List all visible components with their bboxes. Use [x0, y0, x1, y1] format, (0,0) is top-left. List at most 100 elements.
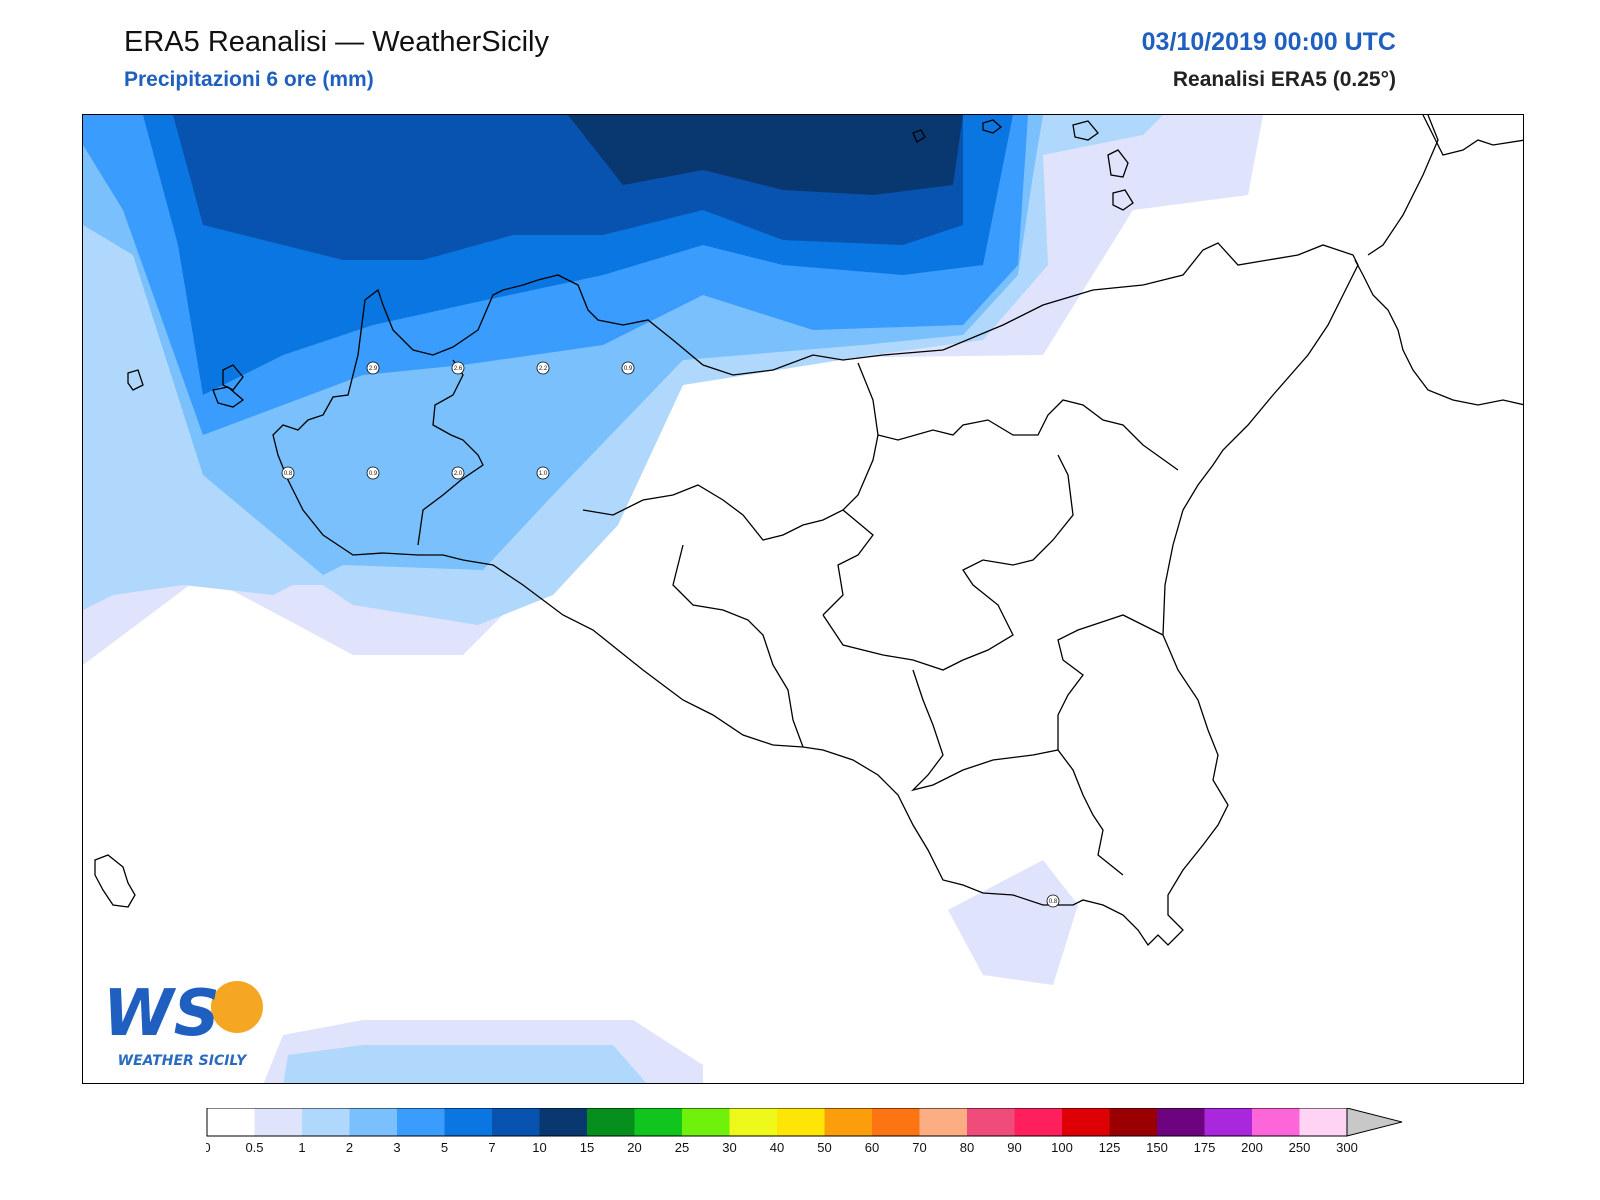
station-value: 0.8 — [284, 471, 293, 477]
legend-tick-label: 125 — [1099, 1140, 1121, 1155]
pantelleria-island — [94, 854, 136, 908]
map-canvas: 2.9 2.6 2.2 0.9 0.8 0.9 2.0 1.0 0.8 — [83, 115, 1523, 1083]
legend-tick-label: 0 — [206, 1140, 211, 1155]
station-marker: 0.9 — [621, 361, 635, 375]
calabria-coast-south — [1354, 259, 1523, 406]
legend-swatch — [777, 1108, 825, 1136]
legend-swatch — [254, 1108, 302, 1136]
legend-swatch — [967, 1108, 1015, 1136]
legend-swatch — [1252, 1108, 1300, 1136]
legend-tick-label: 1 — [298, 1140, 305, 1155]
legend-swatch — [919, 1108, 967, 1136]
legend-swatch — [349, 1108, 397, 1136]
legend-swatch — [302, 1108, 350, 1136]
station-value: 0.9 — [624, 366, 633, 372]
legend-swatch — [1109, 1108, 1157, 1136]
sicily-coastline — [272, 242, 1359, 947]
legend-tick-label: 10 — [532, 1140, 546, 1155]
vulcano-island — [1112, 189, 1134, 211]
egadi-island-2 — [127, 369, 144, 391]
legend-swatch — [1157, 1108, 1205, 1136]
legend-swatch — [682, 1108, 730, 1136]
aeolian-coast — [1367, 115, 1439, 256]
region-boundary-agrigento — [672, 544, 804, 748]
map-title: ERA5 Reanalisi — WeatherSicily — [124, 26, 549, 58]
logo-text: WEATHER SICILY — [117, 1053, 247, 1069]
station-value: 0.8 — [1049, 899, 1058, 905]
map-subtitle: Precipitazioni 6 ore (mm) — [124, 68, 374, 91]
legend-tick-label: 15 — [580, 1140, 594, 1155]
legend-swatch — [634, 1108, 682, 1136]
region-boundary-enna — [822, 509, 874, 616]
valid-datetime: 03/10/2019 00:00 UTC — [1141, 28, 1396, 56]
legend-tick-label: 5 — [441, 1140, 448, 1155]
logo-letters: WS — [103, 977, 220, 1049]
legend-swatch — [492, 1108, 540, 1136]
legend-swatch — [587, 1108, 635, 1136]
precipitation-fields — [83, 115, 1263, 1083]
ustica-island — [912, 129, 926, 143]
station-value: 2.6 — [454, 366, 463, 372]
legend-swatch — [1014, 1108, 1062, 1136]
egadi-island-3 — [212, 386, 245, 408]
legend-swatch — [539, 1108, 587, 1136]
station-value: 1.0 — [539, 471, 548, 477]
region-boundary-catania — [1057, 614, 1164, 750]
station-marker: 2.9 — [366, 361, 380, 375]
legend-overflow-arrow — [1346, 1107, 1403, 1137]
station-value: 2.2 — [539, 366, 548, 372]
legend-tick-label: 40 — [770, 1140, 784, 1155]
region-boundary-ragusa — [910, 669, 1124, 876]
legend-tick-label: 70 — [912, 1140, 926, 1155]
color-legend: 0 0.5 1 2 3 5 7 10 15 20 25 30 40 50 60 70 80 90 100 125 150… — [203, 1107, 1406, 1168]
calabria-coast — [1422, 115, 1523, 156]
legend-swatch — [397, 1108, 445, 1136]
legend-tick-label: 30 — [722, 1140, 736, 1155]
legend-swatch — [1299, 1108, 1347, 1136]
station-marker: 2.6 — [451, 361, 465, 375]
station-markers: 2.9 2.6 2.2 0.9 0.8 0.9 2.0 1.0 0.8 — [281, 361, 1060, 908]
legend-swatch — [729, 1108, 777, 1136]
legend-tick-label: 150 — [1146, 1140, 1168, 1155]
station-marker: 2.2 — [536, 361, 550, 375]
legend-swatch — [207, 1108, 255, 1136]
egadi-island-1 — [222, 364, 244, 391]
coastlines — [94, 115, 1523, 947]
legend-tick-label: 50 — [817, 1140, 831, 1155]
region-boundary-center — [857, 362, 1179, 471]
station-marker: 1.0 — [536, 466, 550, 480]
station-value: 0.9 — [369, 471, 378, 477]
filicudi-island — [1072, 120, 1099, 141]
legend-swatch — [824, 1108, 872, 1136]
region-boundary-caltanissetta — [822, 454, 1074, 671]
station-marker: 0.8 — [281, 466, 295, 480]
precip-band-1-south — [283, 1045, 647, 1083]
legend-tick-label: 0.5 — [245, 1140, 263, 1155]
station-value: 2.0 — [454, 471, 463, 477]
logo-mark: WS — [103, 977, 263, 1049]
legend-tick-label: 200 — [1241, 1140, 1263, 1155]
alicudi-island — [982, 119, 1003, 134]
legend-tick-label: 7 — [488, 1140, 495, 1155]
legend-tick-label: 90 — [1007, 1140, 1021, 1155]
legend-swatch — [444, 1108, 492, 1136]
precipitation-map: 2.9 2.6 2.2 0.9 0.8 0.9 2.0 1.0 0.8 WS W… — [82, 114, 1524, 1084]
region-boundary-west — [417, 359, 484, 546]
legend-tick-label: 250 — [1289, 1140, 1311, 1155]
legend-tick-label: 25 — [675, 1140, 689, 1155]
legend-tick-label: 20 — [627, 1140, 641, 1155]
legend-bar: 0 0.5 1 2 3 5 7 10 15 20 25 30 40 50 60 70 80 90 100 125 150… — [203, 1107, 1403, 1155]
legend-swatch — [1204, 1108, 1252, 1136]
data-source: Reanalisi ERA5 (0.25°) — [1172, 68, 1396, 91]
region-boundary-inner — [582, 434, 879, 541]
legend-swatch — [872, 1108, 920, 1136]
precip-band-10 — [568, 115, 963, 195]
station-value: 2.9 — [369, 366, 378, 372]
station-marker: 0.9 — [366, 466, 380, 480]
legend-tick-label: 175 — [1194, 1140, 1216, 1155]
station-marker: 2.0 — [451, 466, 465, 480]
salina-island — [1107, 149, 1129, 178]
legend-swatch — [1062, 1108, 1110, 1136]
legend-tick-label: 3 — [393, 1140, 400, 1155]
legend-tick-label: 80 — [960, 1140, 974, 1155]
